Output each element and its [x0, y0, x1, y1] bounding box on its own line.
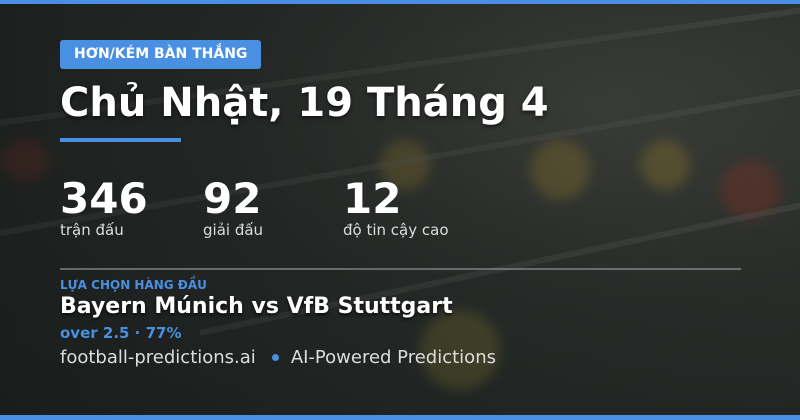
stat-value: 12 [343, 174, 402, 223]
bullet-dot-icon [271, 354, 279, 361]
category-badge: HƠN/KÉM BÀN THẮNG [60, 40, 262, 69]
stat-label: độ tin cậy cao [343, 221, 449, 239]
title-underline [60, 138, 181, 142]
bottom-accent-bar [0, 415, 800, 420]
page-title: Chủ Nhật, 19 Tháng 4 [60, 80, 549, 126]
divider [60, 268, 741, 270]
top-accent-bar [0, 0, 800, 4]
top-pick-kicker: LỰA CHỌN HÀNG ĐẦU [60, 278, 207, 292]
top-pick-match: Bayern Múnich vs VfB Stuttgart [60, 294, 453, 319]
tagline: AI-Powered Predictions [290, 347, 496, 368]
stat-leagues: 92 giải đấu [203, 174, 264, 240]
stat-label: trận đấu [60, 221, 124, 239]
stat-label: giải đấu [203, 221, 264, 239]
stat-matches: 346 trận đấu [60, 174, 148, 240]
stat-high-confidence: 12 độ tin cậy cao [343, 174, 449, 240]
footer: football-predictions.ai AI-Powered Predi… [60, 347, 496, 368]
stat-value: 92 [203, 174, 262, 223]
stat-value: 346 [60, 174, 148, 223]
site-name: football-predictions.ai [60, 347, 256, 368]
top-pick-prediction: over 2.5 · 77% [60, 324, 182, 342]
